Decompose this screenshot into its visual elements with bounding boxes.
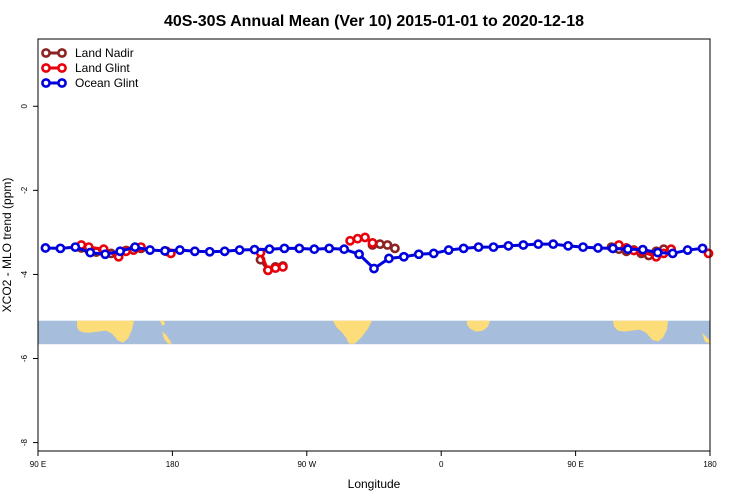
x-tick-label: 0 [439,460,444,469]
data-point [578,242,588,253]
legend-label: Land Glint [75,61,130,75]
data-point [219,246,230,257]
data-point [622,244,633,255]
data-point [354,249,364,260]
data-point [398,251,409,262]
x-tick-label: 90 E [30,460,46,469]
map-land-shape [333,320,372,344]
x-axis: 90 E 180 90 W 0 90 E 180 [30,451,717,469]
y-axis-label: XCO2 - MLO trend (ppm) [0,178,14,313]
data-point [270,263,281,274]
data-point [367,237,378,248]
map-land-shape [702,332,710,344]
data-point [458,243,469,254]
legend-marker [57,78,67,88]
data-point [608,243,618,254]
y-tick-label: -2 [20,186,29,194]
data-point [533,239,544,250]
data-point [70,242,81,253]
data-point [652,247,663,258]
legend-marker [57,48,67,58]
legend-label: Land Nadir [75,46,134,60]
data-point [382,240,393,250]
data-point [55,243,66,254]
x-tick-label: 180 [703,460,717,469]
x-axis-label: Longitude [348,477,401,491]
data-point [667,248,678,259]
data-point [174,245,185,255]
legend-marker [41,78,51,88]
data-point [309,244,320,255]
data-point [637,244,648,255]
legend-item: Land Nadir [41,46,134,60]
data-point [369,263,379,274]
data-point [548,239,559,250]
data-point [413,249,424,260]
y-tick-label: 0 [20,103,29,108]
series-ocean-glint [40,239,708,274]
map-land-shape [77,320,134,343]
data-point [40,243,51,253]
data-point [697,243,708,254]
data-point [264,244,275,255]
x-tick-label: 90 E [567,460,583,469]
plot-border [37,38,711,452]
data-point [682,245,693,255]
data-point [204,246,215,257]
data-point [100,249,111,260]
data-point [593,243,603,253]
legend-marker [41,63,51,73]
x-tick-label: 90 W [297,460,316,469]
data-point [428,248,439,259]
data-point [115,246,126,257]
data-point [130,242,140,253]
legend-marker [57,63,67,73]
data-point [503,240,514,251]
data-point [473,242,484,253]
series-land-glint [76,232,714,276]
y-tick-label: -4 [20,270,29,278]
y-tick-label: -6 [20,354,29,362]
series-layer [40,232,714,276]
map-land-shape [613,320,668,342]
data-point [360,232,370,243]
data-point [339,244,350,255]
data-point [390,243,400,254]
x-tick-label: 180 [166,460,180,469]
data-point [278,261,288,272]
legend-label: Ocean Glint [75,76,139,90]
data-point [443,245,454,255]
data-point [145,245,155,255]
data-point [563,240,574,251]
data-point [85,247,96,258]
data-point [352,233,363,244]
data-point [375,239,385,250]
chart-title: 40S-30S Annual Mean (Ver 10) 2015-01-01 … [164,13,584,30]
data-point [518,240,529,250]
map-strip-ocean [38,320,710,345]
data-point [160,245,170,256]
data-point [189,246,200,257]
data-point [279,243,290,254]
data-point [234,245,245,255]
legend-item: Ocean Glint [41,76,139,90]
data-point [488,242,499,253]
data-point [324,243,335,254]
legend-marker [41,48,51,58]
data-point [345,235,356,246]
map-strip [38,320,710,345]
y-tick-label: -8 [20,438,29,446]
data-point [294,243,305,254]
data-point [249,244,260,255]
map-land-shape [467,320,490,332]
map-land-shape [162,331,172,344]
legend-item: Land Glint [41,61,130,75]
data-point [263,265,273,276]
y-axis: 0 -2 -4 -6 -8 [20,103,38,446]
map-land-shape [160,320,165,326]
data-point [384,253,394,264]
